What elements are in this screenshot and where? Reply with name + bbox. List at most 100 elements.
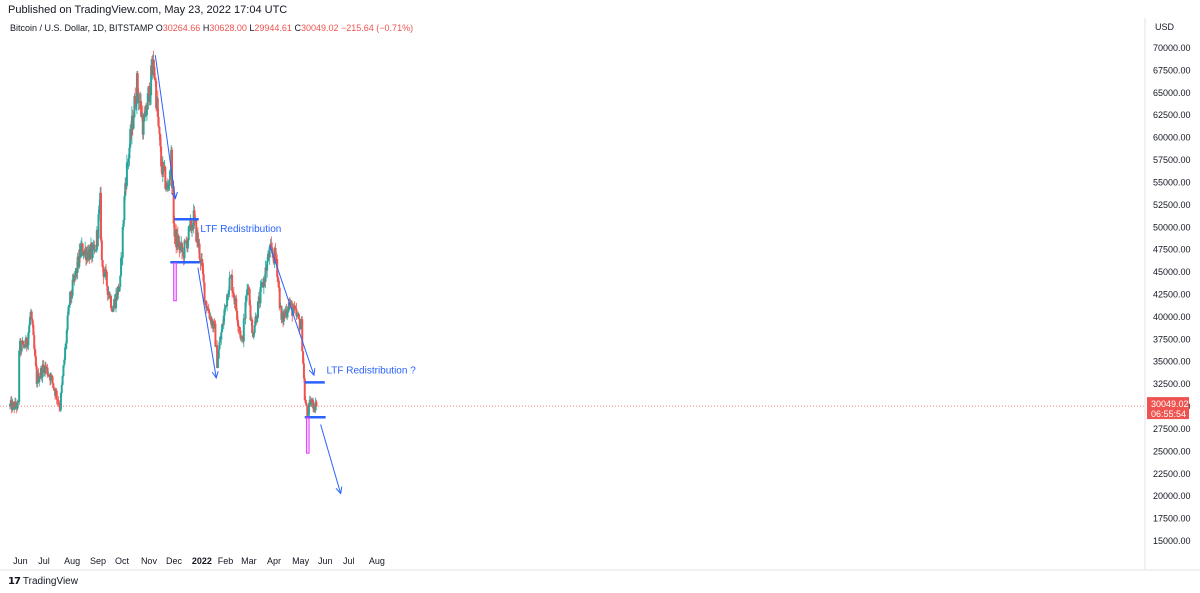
candle-body: [176, 234, 179, 248]
candle-body: [51, 376, 54, 384]
price-tick-label: 52500.00: [1153, 200, 1191, 210]
candle-body: [124, 183, 127, 197]
candle-body: [299, 326, 302, 330]
time-tick-label: Aug: [369, 556, 385, 566]
candle-body: [55, 390, 58, 400]
candle-body: [57, 401, 60, 404]
candle-body: [137, 92, 140, 103]
candle-body: [217, 349, 220, 359]
candle-body: [219, 339, 222, 342]
change-value: −215.64 (−0.71%): [341, 23, 414, 33]
price-tick-label: 47500.00: [1153, 245, 1191, 255]
candle-body: [201, 259, 204, 264]
candle-body: [39, 376, 42, 379]
candle-body: [304, 400, 307, 404]
candle-body: [185, 241, 188, 242]
candle-body: [24, 346, 27, 348]
candle-body: [150, 65, 153, 96]
candle-body: [239, 330, 242, 339]
candle-body: [61, 375, 64, 385]
price-tick-label: 67500.00: [1153, 65, 1191, 75]
price-tick-label: 57500.00: [1153, 155, 1191, 165]
candle-body: [52, 383, 55, 388]
candle-body: [277, 280, 280, 288]
candle-body: [236, 310, 239, 320]
footer-brand[interactable]: 17 TradingView: [8, 576, 78, 587]
candle-body: [31, 319, 34, 325]
candle-body: [235, 298, 238, 311]
time-tick-label: Jul: [343, 556, 355, 566]
candle-body: [98, 205, 101, 214]
candle-body: [280, 305, 283, 320]
candle-body: [214, 323, 217, 347]
candle-body: [100, 192, 103, 241]
candle-body: [301, 319, 304, 352]
candle-body: [297, 314, 300, 319]
candle-body: [236, 319, 239, 327]
price-tick-label: 15000.00: [1153, 536, 1191, 546]
candle-body: [278, 287, 281, 309]
tradingview-logo-icon: 17: [8, 576, 21, 587]
time-tick-label: Oct: [115, 556, 130, 566]
candle-body: [118, 286, 121, 292]
time-tick-label: Aug: [64, 556, 80, 566]
candle-body: [64, 347, 67, 360]
price-badge-countdown: 06:55:54: [1151, 409, 1186, 419]
candle-body: [168, 179, 171, 185]
candle-body: [110, 308, 113, 312]
candle-body: [291, 303, 294, 316]
candle-body: [264, 267, 267, 282]
candle-body: [296, 315, 299, 317]
candle-body: [220, 332, 223, 340]
candle-body: [246, 289, 249, 296]
candle-body: [260, 284, 263, 288]
candle-body: [231, 291, 234, 294]
candle-body: [106, 285, 109, 295]
candle-body: [164, 166, 167, 189]
candle-body: [50, 375, 53, 377]
candle-body: [228, 277, 231, 291]
price-tick-label: 20000.00: [1153, 491, 1191, 501]
candle-body: [9, 404, 11, 407]
time-tick-label: 2022: [192, 556, 212, 566]
candle-body: [293, 305, 296, 309]
candle-body: [305, 403, 308, 407]
price-tick-label: 37500.00: [1153, 334, 1191, 344]
candle-body: [48, 375, 51, 376]
candle-body: [165, 188, 168, 189]
candle-body: [154, 77, 157, 81]
candle-body: [95, 250, 98, 252]
candles-layer: [9, 50, 318, 421]
candle-body: [132, 117, 135, 129]
candle-body: [93, 244, 96, 251]
candle-body: [167, 184, 170, 189]
candle-body: [287, 302, 290, 311]
candle-body: [205, 300, 208, 308]
candle-body: [142, 121, 145, 135]
deviation-box: [173, 262, 177, 302]
price-tick-label: 42500.00: [1153, 290, 1191, 300]
candle-body: [159, 134, 162, 147]
candle-body: [123, 196, 126, 221]
candle-body: [71, 279, 74, 296]
candle-body: [149, 95, 152, 102]
candle-body: [212, 321, 215, 329]
candle-body: [68, 305, 71, 307]
candle-body: [307, 415, 310, 417]
candle-body: [148, 86, 151, 102]
candle-body: [183, 240, 186, 259]
time-tick-label: Mar: [241, 556, 257, 566]
symbol-legend: Bitcoin / U.S. Dollar, 1D, BITSTAMP O302…: [10, 23, 413, 33]
candle-body: [60, 384, 63, 394]
candle-body: [112, 305, 115, 312]
candle-body: [44, 365, 47, 374]
candle-body: [195, 220, 198, 242]
candle-body: [267, 253, 270, 262]
candle-body: [312, 399, 315, 409]
candle-body: [277, 277, 280, 281]
candle-body: [208, 313, 211, 319]
candle-body: [129, 129, 132, 148]
candle-body: [102, 267, 105, 277]
